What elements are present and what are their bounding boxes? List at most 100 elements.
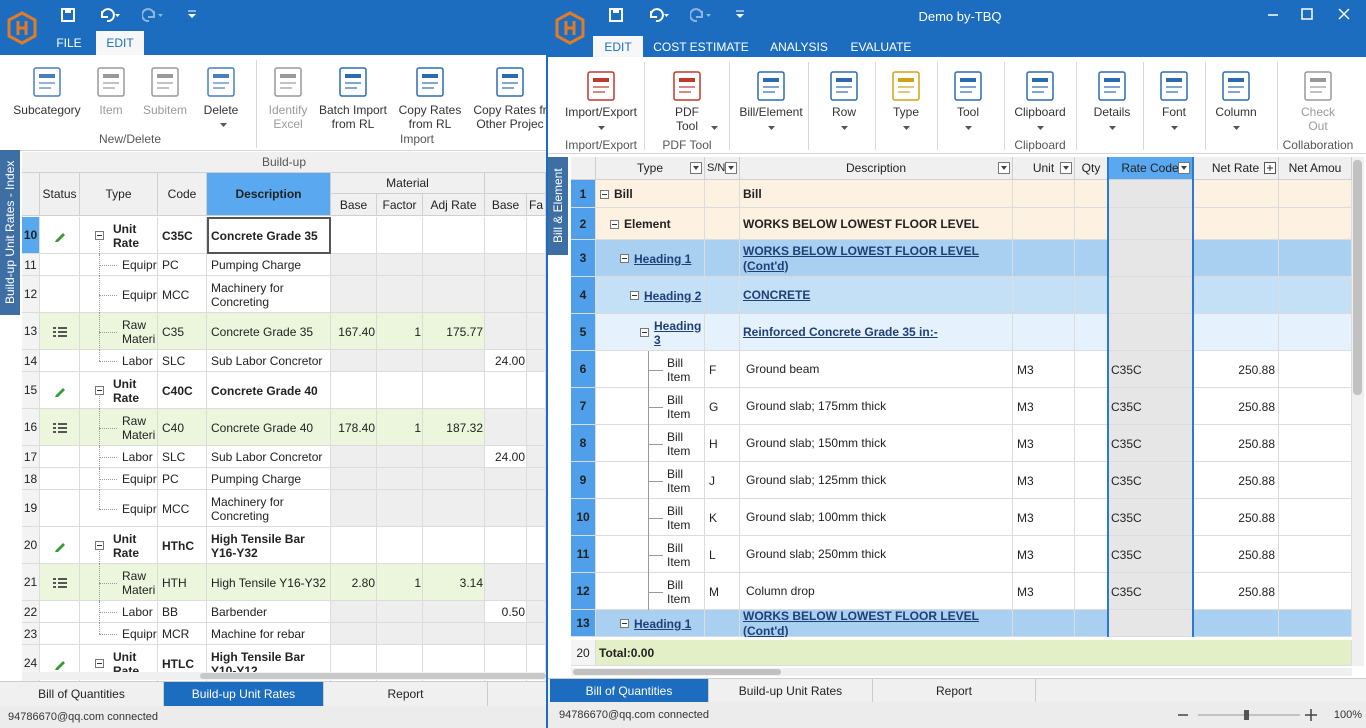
- cell: [331, 623, 377, 645]
- row-code: C40C: [162, 383, 193, 398]
- ribbon-button[interactable]: Font: [1161, 105, 1186, 119]
- side-tab[interactable]: Bill & Element: [548, 157, 568, 255]
- ribbon-button[interactable]: Column: [1215, 105, 1257, 119]
- net-rate: 250.88: [1238, 399, 1275, 414]
- customize-icon: [188, 10, 196, 18]
- ribbon-tab[interactable]: ANALYSIS: [770, 39, 828, 54]
- ribbon-button[interactable]: Subitem: [142, 103, 188, 117]
- column-header[interactable]: Net Amou: [1279, 157, 1352, 180]
- button-icon: [339, 67, 367, 97]
- column-header[interactable]: Description: [740, 157, 1013, 180]
- ribbon-separator: [729, 62, 730, 150]
- ribbon-button[interactable]: Identify Excel: [268, 103, 308, 131]
- cell: [705, 536, 740, 573]
- ribbon-button[interactable]: Batch Import from RL: [318, 103, 388, 131]
- button-icon: [207, 67, 235, 97]
- filter-icon: [1060, 162, 1072, 174]
- column-header[interactable]: Type: [80, 173, 158, 216]
- ribbon-tab[interactable]: EDIT: [96, 31, 144, 55]
- tree-line: [99, 479, 117, 480]
- sheet-tab[interactable]: Report: [873, 679, 1036, 702]
- cell: [423, 446, 485, 468]
- button-icon: [97, 67, 125, 97]
- column-header[interactable]: Fa: [527, 194, 546, 216]
- sheet-tab[interactable]: Bill of Quantities: [0, 682, 164, 706]
- button-icon-part: [898, 86, 914, 88]
- cell: [423, 468, 485, 490]
- column-header[interactable]: Unit: [1013, 157, 1075, 180]
- status-icon-part: [55, 232, 65, 242]
- column-header[interactable]: Description: [207, 173, 331, 216]
- column-header[interactable]: Base: [331, 194, 377, 216]
- ribbon-button[interactable]: Copy Rates fr Other Projec: [473, 103, 546, 131]
- cell: [423, 254, 485, 276]
- row-code: MCC: [162, 501, 190, 516]
- dropdown-arrow: [841, 126, 848, 130]
- ribbon-tab[interactable]: COST ESTIMATE: [653, 39, 749, 54]
- ribbon-button[interactable]: Subcategory: [13, 103, 81, 117]
- button-icon: [830, 71, 858, 101]
- row-number: 12: [571, 573, 596, 610]
- column-header[interactable]: Code: [158, 173, 207, 216]
- row-type: Heading 1: [634, 251, 692, 266]
- ribbon-tab[interactable]: EDIT: [593, 36, 643, 57]
- ribbon-button[interactable]: Item: [99, 103, 123, 117]
- sheet-tab[interactable]: Build-up Unit Rates: [164, 682, 324, 706]
- row-number: 10: [571, 499, 596, 536]
- ribbon-button[interactable]: Bill/Element: [739, 105, 803, 119]
- row-type: Bill Item: [667, 503, 691, 532]
- ribbon-button[interactable]: Copy Rates from RL: [398, 103, 462, 131]
- column-header[interactable]: Base: [485, 194, 527, 216]
- ribbon-button[interactable]: Import/Export: [564, 105, 638, 119]
- unit: M3: [1017, 436, 1034, 451]
- cell: [423, 601, 485, 623]
- window-border: [546, 0, 548, 728]
- ribbon-button[interactable]: Row: [831, 105, 856, 119]
- cell: [331, 372, 377, 409]
- sheet-tab[interactable]: Report: [324, 682, 488, 706]
- row-description: Bill: [743, 186, 762, 201]
- ribbon-button[interactable]: Details: [1093, 105, 1131, 119]
- cell: [80, 276, 158, 313]
- cell: [158, 254, 207, 276]
- cell: [158, 623, 207, 645]
- ribbon-button[interactable]: Delete: [203, 103, 239, 117]
- customize-icon: [736, 10, 744, 18]
- cell: [1075, 425, 1108, 462]
- button-icon-part: [1310, 78, 1326, 82]
- column-header[interactable]: Adj Rate: [423, 194, 485, 216]
- ribbon-button[interactable]: Clipboard: [1014, 105, 1066, 119]
- column-header[interactable]: Type: [596, 157, 705, 180]
- cell: [1193, 277, 1279, 314]
- cell: [331, 564, 377, 601]
- ribbon-button[interactable]: Check Out: [1300, 105, 1335, 133]
- row-number: 2: [571, 208, 596, 240]
- zoom-level[interactable]: 100%: [1333, 709, 1362, 721]
- ribbon-tab[interactable]: FILE: [56, 36, 82, 50]
- row-description: Ground slab; 175mm thick: [746, 399, 887, 413]
- side-tab[interactable]: Build-up Unit Rates - Index: [0, 150, 20, 315]
- column-header[interactable]: Factor: [377, 194, 423, 216]
- adj-rate: 187.32: [446, 420, 483, 435]
- ribbon-button[interactable]: Tool: [956, 105, 979, 119]
- ribbon-tab[interactable]: EVALUATE: [850, 39, 912, 54]
- cell: [377, 601, 423, 623]
- row-type: Bill: [614, 187, 633, 201]
- column-header[interactable]: Qty: [1075, 157, 1108, 180]
- column-header[interactable]: Net Rate: [1193, 157, 1279, 180]
- cell: [485, 490, 527, 527]
- sheet-tab[interactable]: Build-up Unit Rates: [709, 679, 873, 702]
- cell: [1193, 462, 1279, 499]
- cell: [1193, 610, 1279, 637]
- cell: [1013, 351, 1075, 388]
- sheet-tab[interactable]: Bill of Quantities: [550, 679, 709, 702]
- cell: [158, 446, 207, 468]
- ribbon: [0, 55, 546, 151]
- ribbon-button[interactable]: PDF Tool: [675, 105, 699, 133]
- filter-icon: [725, 162, 737, 174]
- column-header[interactable]: Status: [40, 173, 80, 216]
- ribbon-button[interactable]: Type: [892, 105, 919, 119]
- cell: [705, 573, 740, 610]
- status-text: 94786670@qq.com connected: [559, 709, 709, 721]
- button-icon-part: [39, 74, 55, 78]
